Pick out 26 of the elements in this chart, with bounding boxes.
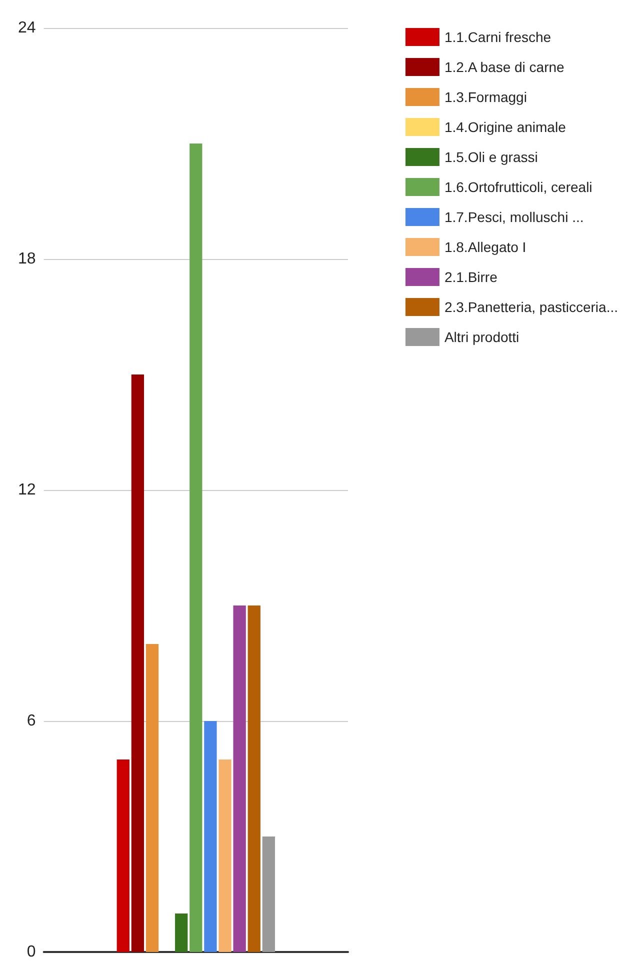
y-tick-label: 18 — [18, 250, 36, 268]
legend-label: 2.1.Birre — [444, 269, 498, 285]
y-tick-label: 0 — [26, 944, 36, 960]
legend-label: 1.7.Pesci, molluschi ... — [444, 209, 584, 225]
legend-label: 1.2.A base di carne — [444, 59, 565, 75]
bar — [175, 914, 188, 952]
y-tick-label: 24 — [18, 20, 36, 36]
bar — [190, 144, 202, 952]
bar — [218, 760, 232, 952]
bar — [233, 606, 246, 952]
y-tick-label: 6 — [26, 712, 36, 730]
legend-label: 1.1.Carni fresche — [444, 29, 552, 45]
bar — [248, 606, 260, 952]
legend-label: Altri prodotti — [444, 329, 520, 345]
bar — [116, 760, 130, 952]
bar — [131, 374, 144, 952]
legend-label: 1.6.Ortofrutticoli, cereali — [444, 179, 592, 195]
bar — [204, 721, 217, 952]
legend-label: 1.3.Formaggi — [444, 89, 527, 105]
legend-label: 1.4.Origine animale — [444, 119, 566, 135]
legend-label: 2.3.Panetteria, pasticceria... — [444, 299, 618, 315]
y-tick-label: 12 — [18, 482, 36, 498]
legend-label: 1.5.Oli e grassi — [444, 149, 538, 165]
bar — [146, 644, 159, 952]
bar — [262, 836, 275, 952]
legend-label: 1.8.Allegato I — [444, 239, 526, 255]
